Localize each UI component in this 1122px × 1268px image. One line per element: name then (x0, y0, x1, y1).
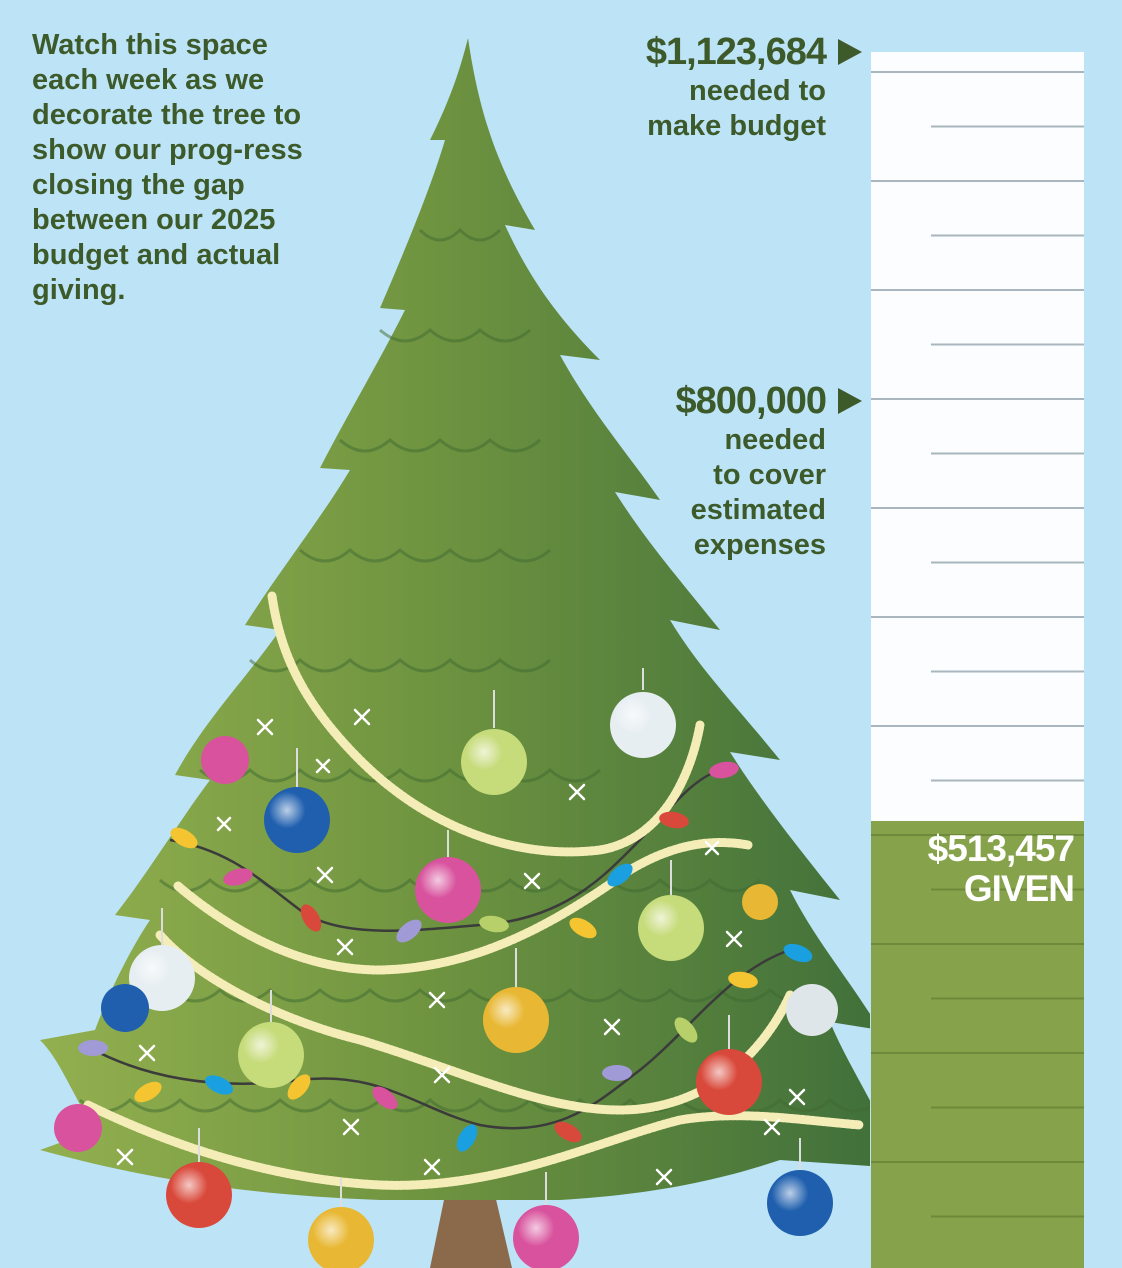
expenses-note: needed to cover estimated expenses (690, 424, 826, 561)
tree-trunk (430, 1195, 512, 1268)
ornaments (54, 668, 838, 1268)
thermometer-ticks (871, 71, 1084, 1218)
ornament-red-right (696, 1015, 762, 1115)
arrow-right-icon (838, 39, 862, 65)
ornament-pink-mid (415, 830, 481, 923)
ornament-blue-left (264, 748, 330, 853)
ornament-pink-bottom (513, 1172, 579, 1268)
given-label: $513,457 GIVEN (927, 827, 1075, 909)
ornament-blue-bottom (767, 1138, 833, 1236)
goal-note: needed to make budget (647, 75, 826, 142)
sparkles (116, 708, 806, 1186)
expenses-marker: $800,000 needed to cover estimated expen… (676, 379, 827, 563)
goal-amount: $1,123,684 (645, 31, 827, 73)
given-text: GIVEN (963, 867, 1075, 909)
ornament-white-left (129, 908, 195, 1011)
ornament-lime-left (238, 990, 304, 1088)
thermometer-fill (871, 820, 1084, 1268)
ornament-white-top (610, 668, 676, 758)
arrow-right-icon (838, 388, 862, 414)
ornament-red-bottom (166, 1128, 232, 1228)
ornament-gold-bottom (308, 1178, 374, 1268)
ornament-lime-top (461, 690, 527, 795)
ornament-lime-right (638, 860, 704, 961)
goal-marker: $1,123,684 needed to make budget (645, 30, 827, 144)
expenses-amount: $800,000 (675, 380, 827, 422)
christmas-tree-icon (40, 38, 870, 1268)
tree-body (40, 38, 870, 1200)
ornament-gold-mid (483, 948, 549, 1053)
progress-thermometer: $513,457 GIVEN (871, 52, 1084, 1268)
string-light-bulbs (78, 761, 813, 1152)
ornament-partial-edges (54, 736, 838, 1152)
given-amount: $513,457 (927, 827, 1075, 869)
intro-text: Watch this space each week as we decorat… (32, 29, 303, 306)
